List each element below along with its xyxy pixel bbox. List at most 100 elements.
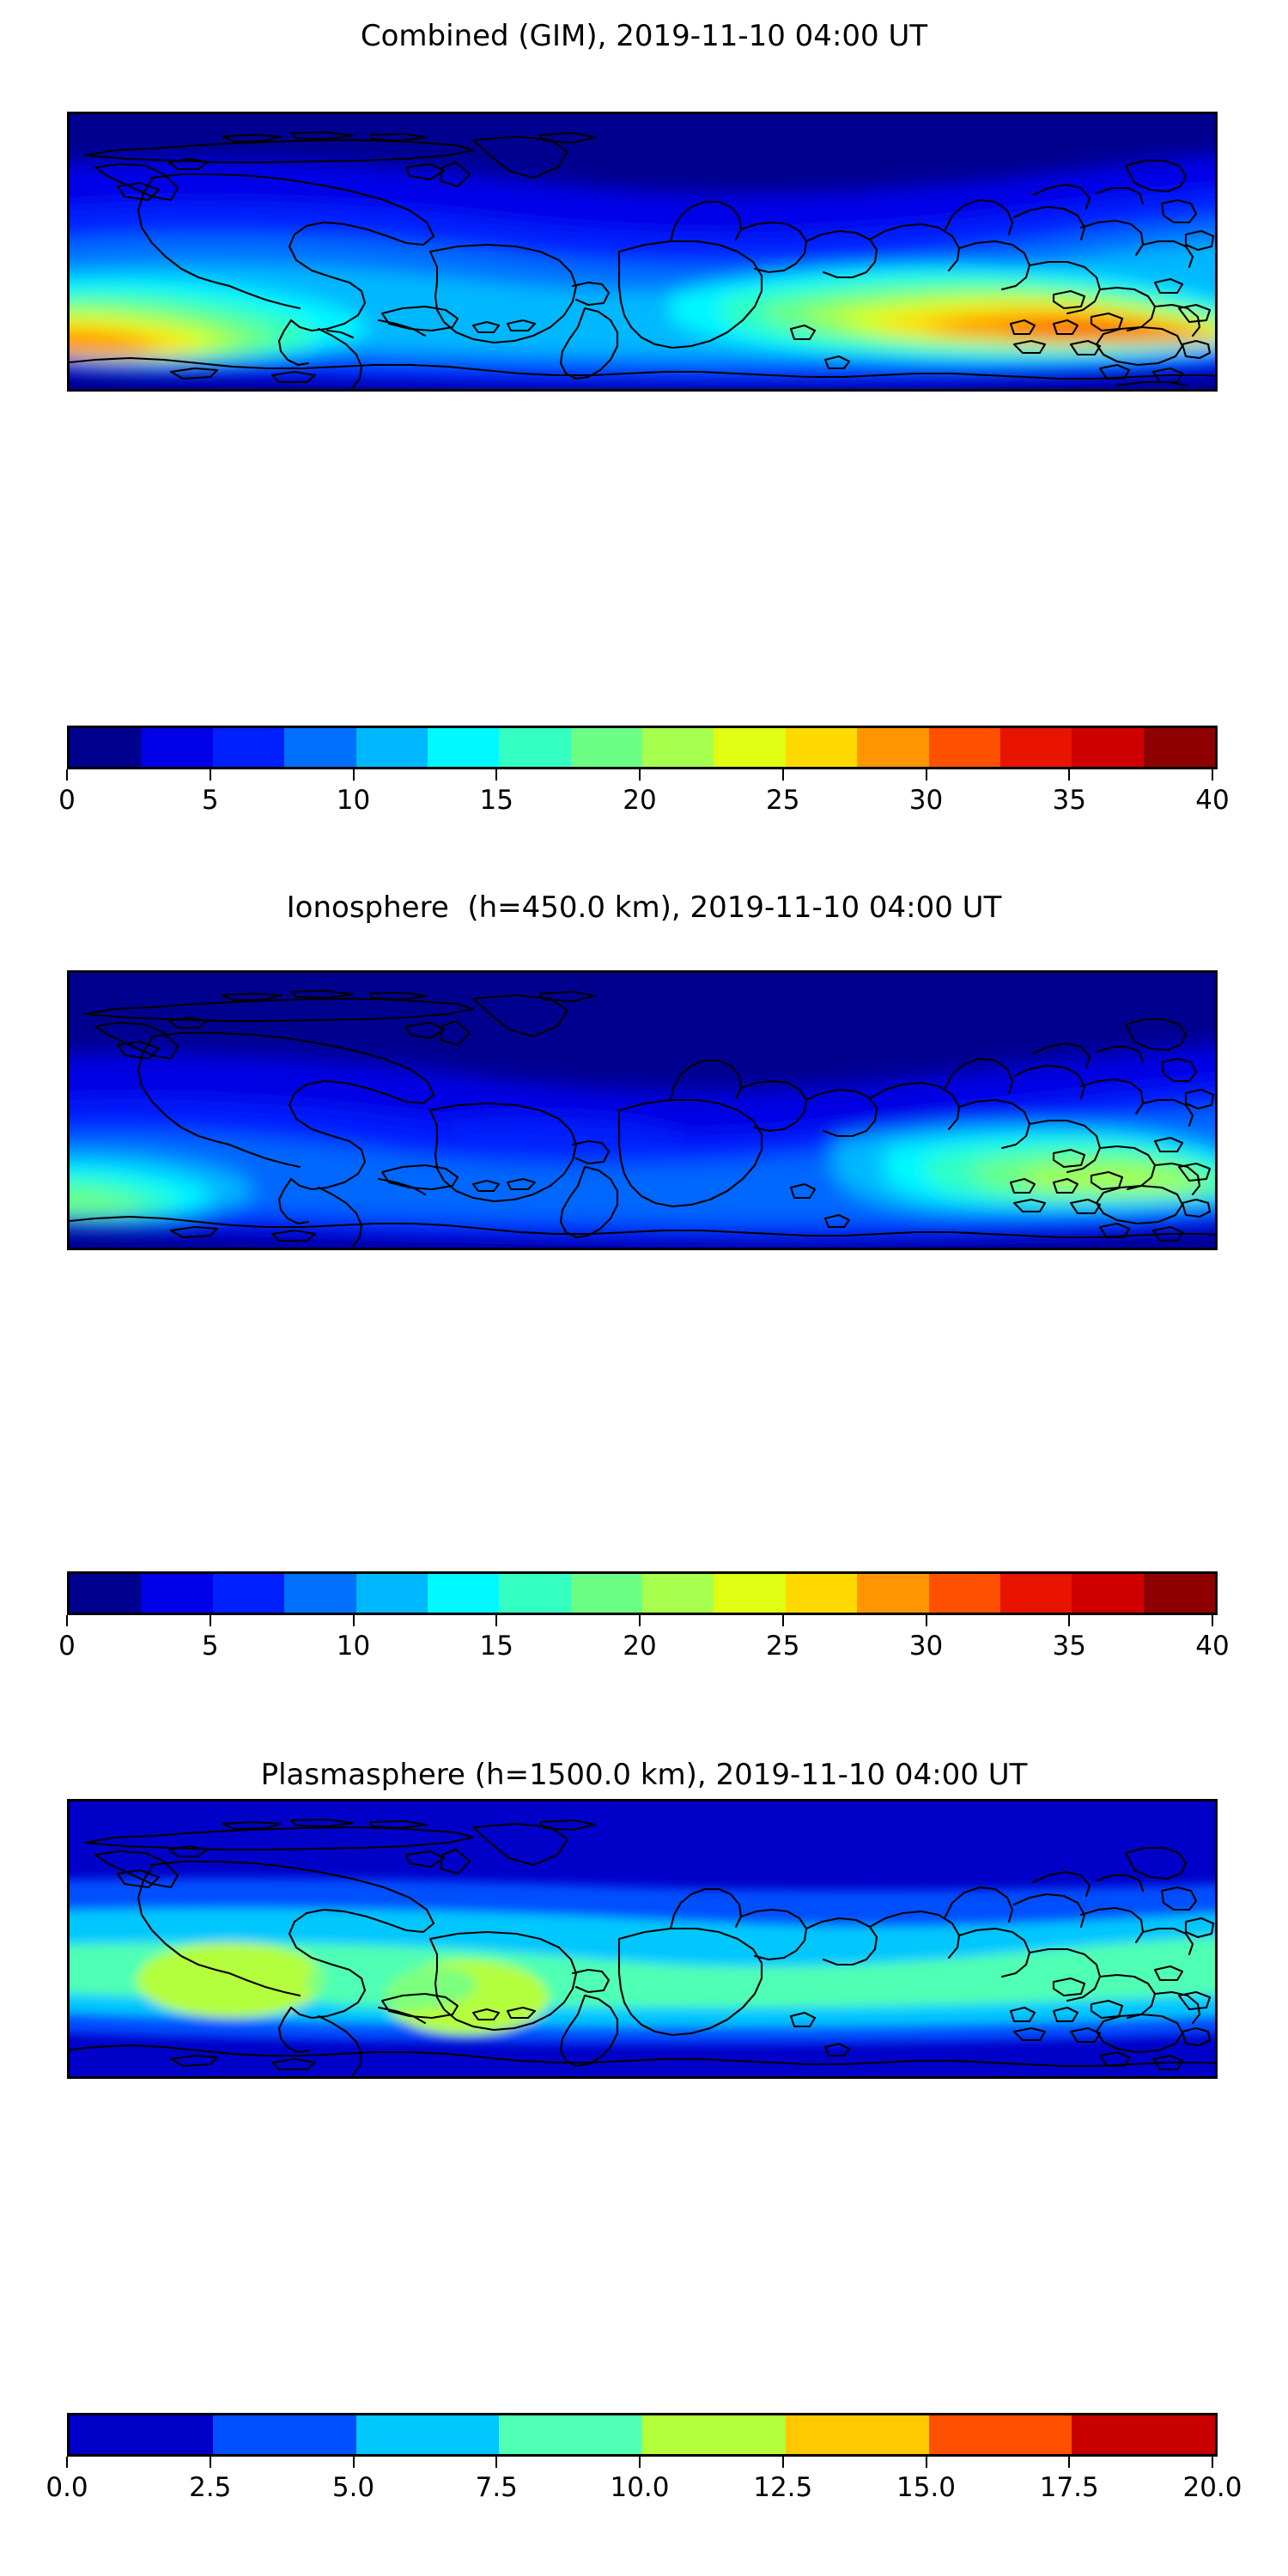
colorbar-tick-label: 30 (908, 785, 944, 816)
panel-ionosphere: Ionosphere (h=450.0 km), 2019-11-10 04:0… (0, 872, 1288, 1730)
colorbar-swatch (427, 728, 500, 767)
colorbar-swatch (212, 2415, 356, 2454)
colorbar-swatch (427, 1574, 500, 1613)
colorbar-swatch (1143, 728, 1215, 767)
map-canvas-ionosphere (70, 973, 1215, 1248)
colorbar-swatch (284, 1574, 356, 1613)
colorbar-tick (781, 1615, 784, 1626)
colorbar-tick (209, 2457, 211, 2468)
colorbar-tick (495, 2457, 498, 2468)
colorbar-swatch (642, 1574, 714, 1613)
colorbar-swatch (785, 1574, 858, 1613)
colorbar-swatch (141, 728, 213, 767)
colorbar-swatch (355, 2415, 500, 2454)
colorbar-swatch (570, 1574, 642, 1613)
colorbar-swatch (1072, 2415, 1215, 2454)
colorbar-tick (925, 2457, 927, 2468)
colorbar-swatch (857, 728, 929, 767)
colorbar-tick-label: 5 (201, 1631, 219, 1662)
colorbar-tick-label: 20.0 (1182, 2472, 1242, 2503)
colorbar-swatch (714, 728, 786, 767)
colorbar-combined-wrap: 0 5 10 15 20 25 30 35 40 (58, 726, 1230, 846)
colorbar-plasmasphere (67, 2413, 1218, 2457)
colorbar-swatch (499, 728, 571, 767)
colorbar-tick-label: 20 (623, 1631, 657, 1662)
colorbar-ionosphere (67, 1571, 1218, 1615)
colorbar-tick (639, 1615, 641, 1626)
colorbar-plasmasphere-ticks: 0.0 2.5 5.0 7.5 10.0 12.5 15.0 17.5 20.0 (46, 2457, 1242, 2525)
colorbar-combined-ticks: 0 5 10 15 20 25 30 35 40 (58, 769, 1230, 838)
colorbar-swatch (355, 1574, 428, 1613)
colorbar-swatch (857, 1574, 929, 1613)
colorbar-tick (781, 769, 784, 781)
colorbar-tick-label: 15 (479, 785, 513, 816)
panel-plasmasphere: Plasmasphere (h=1500.0 km), 2019-11-10 0… (0, 1739, 1288, 2576)
colorbar-tick (66, 1615, 68, 1626)
colorbar-tick (209, 769, 211, 781)
map-ionosphere (67, 970, 1218, 1250)
colorbar-tick-label: 25 (766, 785, 800, 816)
colorbar-tick (1212, 1615, 1213, 1626)
colorbar-swatch (999, 1574, 1072, 1613)
colorbar-tick (1068, 1615, 1071, 1626)
colorbar-tick-label: 25 (766, 1631, 800, 1662)
coastlines-ionosphere (70, 989, 1215, 1248)
colorbar-swatch (212, 1574, 285, 1613)
panel-title-ionosphere: Ionosphere (h=450.0 km), 2019-11-10 04:0… (286, 890, 1002, 925)
colorbar-tick-label: 15 (479, 1631, 513, 1662)
colorbar-tick-label: 0 (58, 1631, 76, 1662)
panel-combined-gim: Combined (GIM), 2019-11-10 04:00 UT (0, 0, 1288, 859)
colorbar-swatch (499, 1574, 571, 1613)
colorbar-combined (67, 726, 1218, 769)
colorbar-swatch (999, 728, 1072, 767)
colorbar-swatch (212, 728, 285, 767)
colorbar-tick-label: 2.5 (189, 2472, 232, 2503)
colorbar-tick-label: 40 (1195, 1631, 1230, 1662)
panel-title-combined: Combined (GIM), 2019-11-10 04:00 UT (360, 19, 928, 53)
colorbar-swatch (1072, 728, 1144, 767)
colorbar-swatch (928, 728, 1000, 767)
colorbar-swatch (70, 728, 142, 767)
coastlines-combined (70, 131, 1215, 389)
colorbar-swatch (570, 728, 642, 767)
colorbar-tick-label: 10 (336, 1631, 371, 1662)
colorbar-tick-label: 35 (1052, 1631, 1086, 1662)
colorbar-tick (209, 1615, 211, 1626)
colorbar-tick (66, 2457, 68, 2468)
colorbar-swatch (70, 1574, 142, 1613)
map-canvas-plasmasphere (70, 1801, 1215, 2076)
colorbar-tick-label: 12.5 (753, 2472, 813, 2503)
colorbar-tick-label: 0 (58, 785, 76, 816)
colorbar-tick-label: 5 (201, 785, 219, 816)
colorbar-swatch (1143, 1574, 1215, 1613)
colorbar-swatch (284, 728, 356, 767)
colorbar-swatch (785, 728, 858, 767)
colorbar-tick (781, 2457, 784, 2468)
colorbar-tick-label: 17.5 (1039, 2472, 1099, 2503)
map-combined-gim (67, 112, 1218, 392)
colorbar-tick (66, 769, 68, 781)
colorbar-swatch (499, 2415, 642, 2454)
colorbar-tick-label: 5.0 (331, 2472, 375, 2503)
map-plasmasphere (67, 1799, 1218, 2079)
colorbar-swatch (355, 728, 428, 767)
colorbar-tick (352, 1615, 355, 1626)
colorbar-swatch (714, 1574, 786, 1613)
colorbar-tick (495, 1615, 498, 1626)
colorbar-tick (925, 1615, 927, 1626)
map-canvas-combined (70, 114, 1215, 389)
colorbar-tick (639, 2457, 641, 2468)
colorbar-tick-label: 15.0 (896, 2472, 957, 2503)
colorbar-ionosphere-ticks: 0 5 10 15 20 25 30 35 40 (58, 1615, 1230, 1684)
colorbar-tick (1068, 2457, 1071, 2468)
colorbar-tick-label: 40 (1195, 785, 1230, 816)
colorbar-tick-label: 10 (336, 785, 371, 816)
colorbar-swatch (1072, 1574, 1144, 1613)
colorbar-swatch (928, 1574, 1000, 1613)
colorbar-tick (639, 769, 641, 781)
colorbar-tick-label: 30 (908, 1631, 944, 1662)
colorbar-tick (495, 769, 498, 781)
colorbar-tick-label: 0.0 (46, 2472, 88, 2503)
colorbar-swatch (70, 2415, 213, 2454)
